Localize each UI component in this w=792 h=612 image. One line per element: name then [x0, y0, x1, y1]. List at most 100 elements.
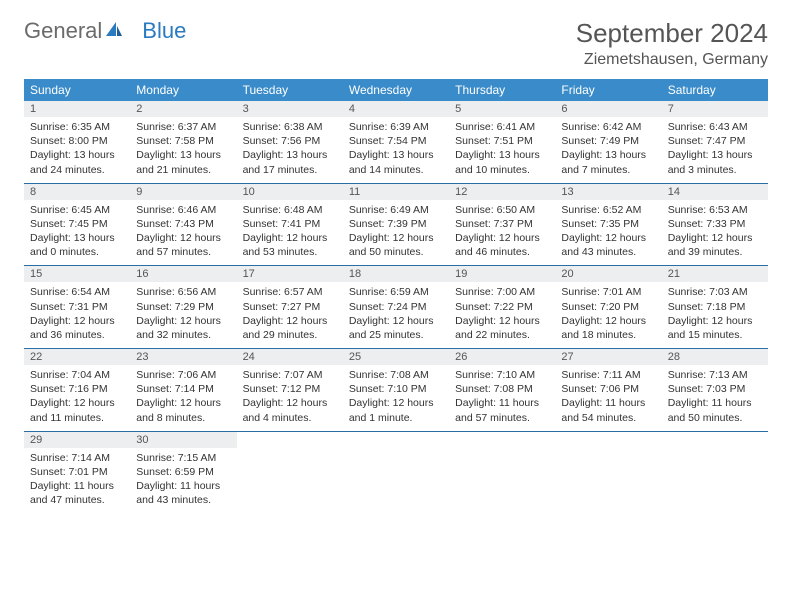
dow-header-row: Sunday Monday Tuesday Wednesday Thursday… [24, 79, 768, 101]
day-details: Sunrise: 6:42 AMSunset: 7:49 PMDaylight:… [555, 117, 661, 183]
day-details: Sunrise: 6:35 AMSunset: 8:00 PMDaylight:… [24, 117, 130, 183]
dow-friday: Friday [555, 79, 661, 101]
calendar-week: 29Sunrise: 7:14 AMSunset: 7:01 PMDayligh… [24, 432, 768, 514]
daylight-line1: Daylight: 12 hours [136, 396, 230, 410]
daylight-line1: Daylight: 13 hours [668, 148, 762, 162]
day-details: Sunrise: 7:01 AMSunset: 7:20 PMDaylight:… [555, 282, 661, 348]
calendar-day [662, 432, 768, 514]
sunrise-text: Sunrise: 6:52 AM [561, 203, 655, 217]
daylight-line1: Daylight: 12 hours [243, 314, 337, 328]
page-header: General Blue September 2024 Ziemetshause… [24, 18, 768, 69]
day-number: 1 [24, 101, 130, 117]
daylight-line1: Daylight: 11 hours [455, 396, 549, 410]
daylight-line1: Daylight: 12 hours [349, 231, 443, 245]
sunset-text: Sunset: 7:22 PM [455, 300, 549, 314]
day-number: 27 [555, 349, 661, 365]
day-details: Sunrise: 6:53 AMSunset: 7:33 PMDaylight:… [662, 200, 768, 266]
day-details: Sunrise: 6:45 AMSunset: 7:45 PMDaylight:… [24, 200, 130, 266]
calendar-week: 22Sunrise: 7:04 AMSunset: 7:16 PMDayligh… [24, 349, 768, 432]
daylight-line2: and 32 minutes. [136, 328, 230, 342]
daylight-line1: Daylight: 13 hours [561, 148, 655, 162]
day-details: Sunrise: 6:57 AMSunset: 7:27 PMDaylight:… [237, 282, 343, 348]
sunrise-text: Sunrise: 6:56 AM [136, 285, 230, 299]
day-details: Sunrise: 6:49 AMSunset: 7:39 PMDaylight:… [343, 200, 449, 266]
daylight-line2: and 0 minutes. [30, 245, 124, 259]
daylight-line1: Daylight: 12 hours [455, 314, 549, 328]
day-number: 20 [555, 266, 661, 282]
day-number: 5 [449, 101, 555, 117]
day-number: 28 [662, 349, 768, 365]
calendar-day: 28Sunrise: 7:13 AMSunset: 7:03 PMDayligh… [662, 349, 768, 431]
day-number: 25 [343, 349, 449, 365]
day-details: Sunrise: 6:37 AMSunset: 7:58 PMDaylight:… [130, 117, 236, 183]
daylight-line1: Daylight: 11 hours [561, 396, 655, 410]
daylight-line1: Daylight: 12 hours [136, 231, 230, 245]
daylight-line2: and 29 minutes. [243, 328, 337, 342]
daylight-line1: Daylight: 12 hours [561, 231, 655, 245]
day-number: 17 [237, 266, 343, 282]
daylight-line2: and 36 minutes. [30, 328, 124, 342]
daylight-line2: and 8 minutes. [136, 411, 230, 425]
sunrise-text: Sunrise: 6:50 AM [455, 203, 549, 217]
day-number: 7 [662, 101, 768, 117]
sunset-text: Sunset: 7:51 PM [455, 134, 549, 148]
sunrise-text: Sunrise: 7:06 AM [136, 368, 230, 382]
daylight-line1: Daylight: 11 hours [668, 396, 762, 410]
daylight-line1: Daylight: 12 hours [561, 314, 655, 328]
sunset-text: Sunset: 7:12 PM [243, 382, 337, 396]
sunset-text: Sunset: 7:16 PM [30, 382, 124, 396]
daylight-line2: and 57 minutes. [455, 411, 549, 425]
sunrise-text: Sunrise: 6:43 AM [668, 120, 762, 134]
day-details: Sunrise: 7:13 AMSunset: 7:03 PMDaylight:… [662, 365, 768, 431]
dow-thursday: Thursday [449, 79, 555, 101]
sunset-text: Sunset: 6:59 PM [136, 465, 230, 479]
calendar-day: 7Sunrise: 6:43 AMSunset: 7:47 PMDaylight… [662, 101, 768, 183]
daylight-line2: and 57 minutes. [136, 245, 230, 259]
sunrise-text: Sunrise: 7:13 AM [668, 368, 762, 382]
calendar-week: 15Sunrise: 6:54 AMSunset: 7:31 PMDayligh… [24, 266, 768, 349]
sunrise-text: Sunrise: 7:00 AM [455, 285, 549, 299]
daylight-line1: Daylight: 13 hours [349, 148, 443, 162]
calendar-day: 14Sunrise: 6:53 AMSunset: 7:33 PMDayligh… [662, 184, 768, 266]
sail-icon [104, 18, 124, 44]
day-number: 8 [24, 184, 130, 200]
sunset-text: Sunset: 7:01 PM [30, 465, 124, 479]
calendar-day: 19Sunrise: 7:00 AMSunset: 7:22 PMDayligh… [449, 266, 555, 348]
sunset-text: Sunset: 7:49 PM [561, 134, 655, 148]
sunrise-text: Sunrise: 6:49 AM [349, 203, 443, 217]
daylight-line1: Daylight: 11 hours [136, 479, 230, 493]
day-number: 14 [662, 184, 768, 200]
calendar-day: 26Sunrise: 7:10 AMSunset: 7:08 PMDayligh… [449, 349, 555, 431]
day-details: Sunrise: 6:56 AMSunset: 7:29 PMDaylight:… [130, 282, 236, 348]
daylight-line2: and 15 minutes. [668, 328, 762, 342]
daylight-line1: Daylight: 12 hours [30, 314, 124, 328]
day-number: 2 [130, 101, 236, 117]
day-details: Sunrise: 6:38 AMSunset: 7:56 PMDaylight:… [237, 117, 343, 183]
sunrise-text: Sunrise: 7:07 AM [243, 368, 337, 382]
calendar-day: 15Sunrise: 6:54 AMSunset: 7:31 PMDayligh… [24, 266, 130, 348]
day-details: Sunrise: 6:50 AMSunset: 7:37 PMDaylight:… [449, 200, 555, 266]
calendar-day: 30 Sunrise: 7:15 AMSunset: 6:59 PMDayligh… [130, 432, 236, 514]
sunrise-text: Sunrise: 7:14 AM [30, 451, 124, 465]
sunrise-text: Sunrise: 7:15 AM [136, 451, 230, 465]
day-number: 18 [343, 266, 449, 282]
calendar-day: 9Sunrise: 6:46 AMSunset: 7:43 PMDaylight… [130, 184, 236, 266]
daylight-line2: and 50 minutes. [668, 411, 762, 425]
sunrise-text: Sunrise: 6:35 AM [30, 120, 124, 134]
sunrise-text: Sunrise: 6:59 AM [349, 285, 443, 299]
sunrise-text: Sunrise: 6:46 AM [136, 203, 230, 217]
day-number: 23 [130, 349, 236, 365]
daylight-line2: and 24 minutes. [30, 163, 124, 177]
day-details: Sunrise: 6:54 AMSunset: 7:31 PMDaylight:… [24, 282, 130, 348]
calendar-day: 12Sunrise: 6:50 AMSunset: 7:37 PMDayligh… [449, 184, 555, 266]
sunset-text: Sunset: 8:00 PM [30, 134, 124, 148]
calendar-day: 23Sunrise: 7:06 AMSunset: 7:14 PMDayligh… [130, 349, 236, 431]
sunrise-text: Sunrise: 7:08 AM [349, 368, 443, 382]
day-number: 4 [343, 101, 449, 117]
calendar-day: 5Sunrise: 6:41 AMSunset: 7:51 PMDaylight… [449, 101, 555, 183]
day-details: Sunrise: 7:10 AMSunset: 7:08 PMDaylight:… [449, 365, 555, 431]
day-number: 21 [662, 266, 768, 282]
sunset-text: Sunset: 7:58 PM [136, 134, 230, 148]
daylight-line2: and 39 minutes. [668, 245, 762, 259]
day-number: 30 [130, 432, 236, 448]
